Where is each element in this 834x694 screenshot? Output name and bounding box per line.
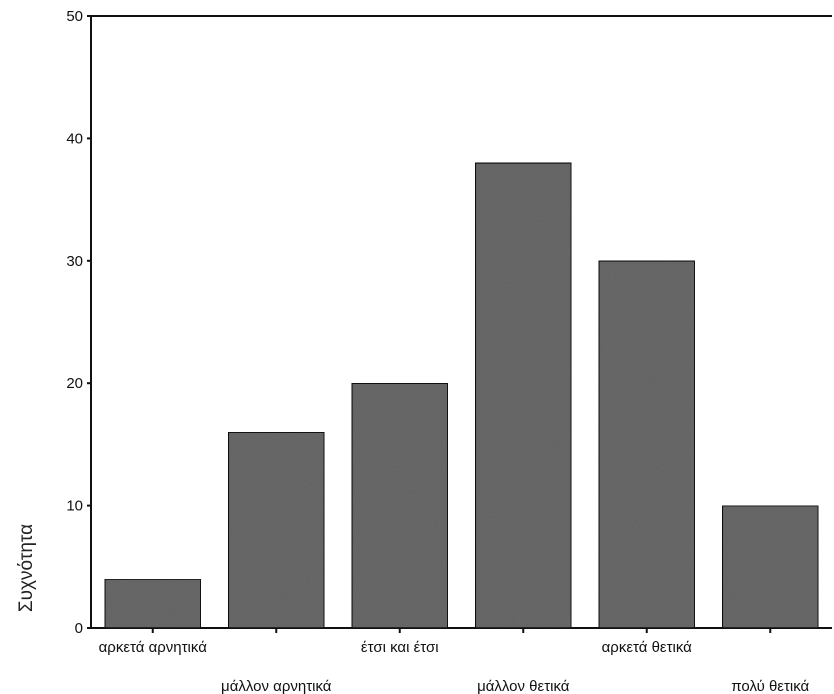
y-tick-label: 20 <box>66 375 83 392</box>
plot-frame <box>90 15 832 629</box>
bar <box>474 162 573 629</box>
x-tick-label: αρκετά αρνητικά <box>99 639 208 656</box>
x-axis: αρκετά αρνητικά μάλλον αρνητικά έτσι και έ… <box>99 628 810 694</box>
bars-group <box>104 162 820 629</box>
y-tick-label: 0 <box>75 620 83 637</box>
bar <box>227 431 326 629</box>
x-tick-label: έτσι και έτσι <box>361 639 439 656</box>
bar <box>598 260 696 629</box>
x-tick-label: πολύ θετικά <box>731 678 809 694</box>
y-axis-label: Συχνότητα <box>16 524 37 612</box>
y-tick-label: 50 <box>66 8 83 25</box>
y-tick-label: 40 <box>66 130 83 147</box>
x-tick-label: μάλλον αρνητικά <box>221 678 332 694</box>
bar <box>351 382 449 629</box>
y-axis: 0 10 20 30 40 50 <box>66 8 91 637</box>
x-tick-label: αρκετά θετικά <box>602 639 693 656</box>
y-tick-label: 30 <box>66 253 83 270</box>
x-tick-label: μάλλον θετικά <box>477 678 570 694</box>
bar <box>721 504 820 629</box>
bar <box>104 578 202 629</box>
y-tick-label: 10 <box>66 498 83 515</box>
